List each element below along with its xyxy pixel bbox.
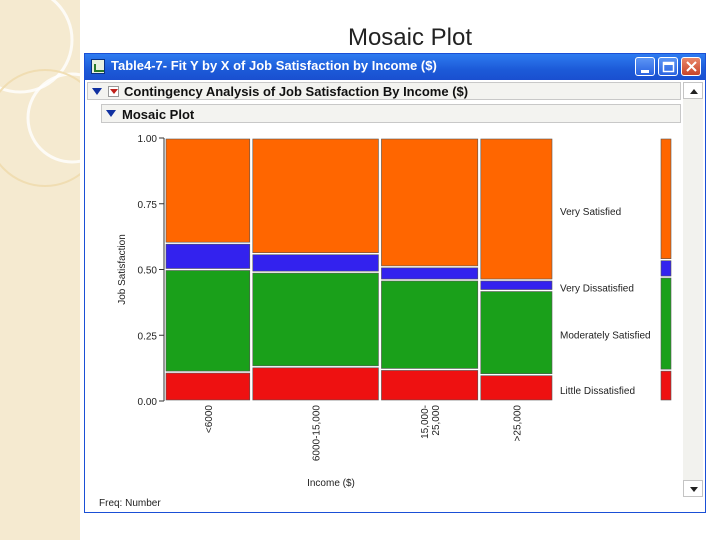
mosaic-cell xyxy=(165,243,251,269)
x-tick-label: >25,000 xyxy=(512,405,523,442)
legend-label: Very Dissatisfied xyxy=(560,283,634,294)
decorative-circles xyxy=(0,0,80,187)
minimize-icon xyxy=(641,70,649,73)
mosaic-outline-header[interactable]: Mosaic Plot xyxy=(101,104,681,123)
mosaic-cell xyxy=(480,375,553,401)
scroll-up-button[interactable] xyxy=(683,82,703,99)
mosaic-cell xyxy=(165,138,251,243)
section-title: Mosaic Plot xyxy=(122,107,195,122)
outline-title: Contingency Analysis of Job Satisfaction… xyxy=(124,84,469,99)
maximize-icon xyxy=(662,61,675,73)
scroll-down-icon xyxy=(690,487,698,492)
scroll-down-button[interactable] xyxy=(683,480,703,497)
mosaic-cell xyxy=(165,270,251,372)
y-tick-label: 1.00 xyxy=(138,134,158,145)
x-tick-label: 6000-15,000 xyxy=(312,405,323,462)
disclosure-triangle-icon[interactable] xyxy=(106,110,116,117)
mosaic-cell xyxy=(480,138,553,280)
marginal-bar-segment xyxy=(660,370,672,401)
x-tick-label: 15,000- xyxy=(420,405,431,439)
y-tick-label: 0.00 xyxy=(138,397,158,408)
mosaic-cell xyxy=(381,280,479,369)
minimize-button[interactable] xyxy=(635,57,655,76)
marginal-bar-segment xyxy=(660,260,672,277)
mosaic-cell xyxy=(480,280,553,290)
window-titlebar[interactable]: Table4-7- Fit Y by X of Job Satisfaction… xyxy=(85,54,705,80)
y-axis-label: Job Satisfaction xyxy=(117,234,128,305)
scroll-up-icon xyxy=(690,89,698,94)
mosaic-cell xyxy=(381,370,479,401)
report-window: Table4-7- Fit Y by X of Job Satisfaction… xyxy=(84,53,706,513)
x-tick-label: <6000 xyxy=(204,405,215,434)
legend-label: Very Satisfied xyxy=(560,207,621,218)
close-icon xyxy=(686,61,697,72)
mosaic-cell xyxy=(381,267,479,280)
mosaic-cell xyxy=(252,254,379,272)
marginal-bar-segment xyxy=(660,138,672,260)
mosaic-plot: 0.00 0.25 0.50 0.75 1.00 Job Satisfaction <600… xyxy=(117,134,672,489)
marginal-bar-segment xyxy=(660,277,672,370)
report-content: Contingency Analysis of Job Satisfaction… xyxy=(85,80,705,512)
x-axis-label: Income ($) xyxy=(307,478,355,489)
vertical-scrollbar[interactable] xyxy=(683,82,703,497)
mosaic-cell xyxy=(480,291,553,374)
popup-menu-icon[interactable] xyxy=(108,86,119,97)
mosaic-cell xyxy=(252,367,379,401)
y-tick-label: 0.75 xyxy=(138,200,158,211)
maximize-button[interactable] xyxy=(658,57,678,76)
disclosure-triangle-icon[interactable] xyxy=(92,88,102,95)
status-text: Freq: Number xyxy=(99,498,161,509)
mosaic-cell xyxy=(252,272,379,367)
app-icon[interactable] xyxy=(91,59,105,74)
y-tick-label: 0.25 xyxy=(138,331,158,342)
decorative-sidebar xyxy=(0,0,80,540)
legend-label: Little Dissatisfied xyxy=(560,386,635,397)
x-tick-label: 25,000 xyxy=(431,405,442,436)
slide-title: Mosaic Plot xyxy=(347,24,473,51)
contingency-outline-header[interactable]: Contingency Analysis of Job Satisfaction… xyxy=(87,82,681,100)
mosaic-cell xyxy=(165,372,251,401)
close-button[interactable] xyxy=(681,57,701,76)
mosaic-cell xyxy=(252,138,379,254)
window-title: Table4-7- Fit Y by X of Job Satisfaction… xyxy=(111,58,437,73)
legend-label: Moderately Satisfied xyxy=(560,331,651,342)
y-tick-label: 0.50 xyxy=(138,266,158,277)
mosaic-cell xyxy=(381,138,479,267)
